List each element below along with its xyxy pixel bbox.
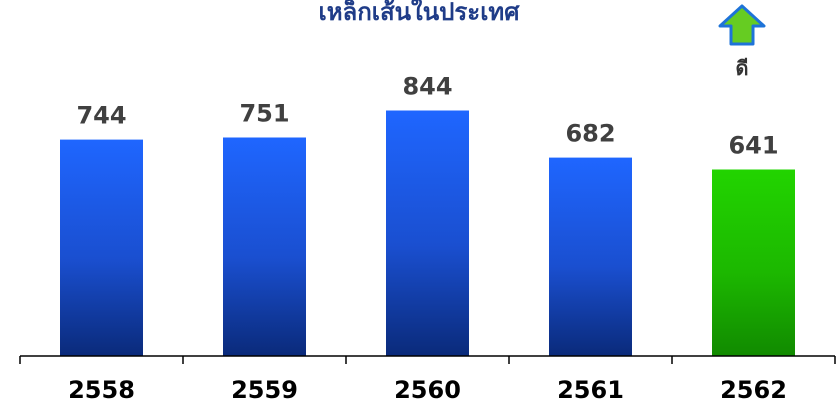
data-label-2559: 751 (239, 100, 289, 128)
x-tick-label-2559: 2559 (231, 376, 298, 404)
bar-2558 (60, 139, 143, 356)
x-tick-label-2562: 2562 (720, 376, 787, 404)
chart-title: เหล็กเส้นในประเทศ (318, 0, 520, 26)
bar-2560 (386, 110, 469, 356)
bar-2561 (549, 157, 632, 356)
bar-2562 (712, 169, 795, 356)
x-tick-label-2561: 2561 (557, 376, 624, 404)
x-tick-label-2558: 2558 (68, 376, 135, 404)
bar-2559 (223, 137, 306, 356)
data-label-2558: 744 (76, 102, 126, 130)
x-tick-label-2560: 2560 (394, 376, 461, 404)
data-label-2561: 682 (565, 120, 615, 148)
data-label-2562: 641 (728, 132, 778, 160)
arrow-up-icon (718, 4, 766, 46)
trend-indicator: ดี (712, 4, 772, 84)
indicator-label: ดี (735, 56, 749, 80)
data-label-2560: 844 (402, 73, 452, 101)
